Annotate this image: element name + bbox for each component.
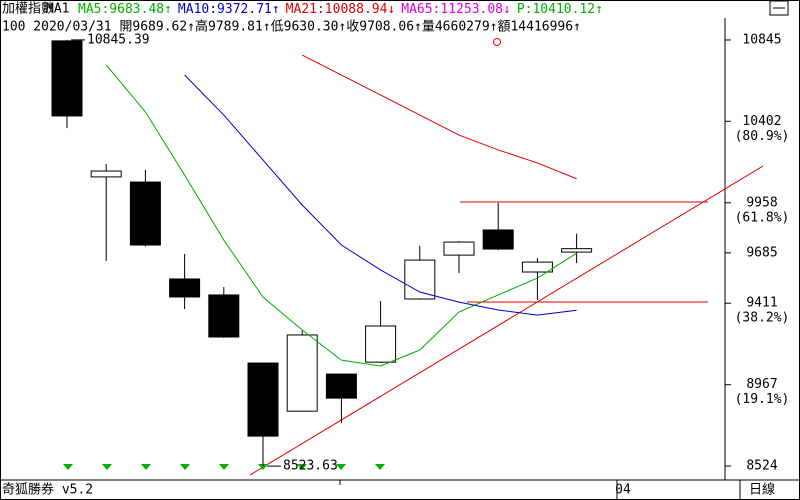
ma-line [105, 64, 577, 367]
footer-left: 奇狐勝券 v5.2 [2, 482, 93, 498]
fib-label: (19.1%) [735, 392, 790, 407]
legend-entry: P:10410.12↑ [517, 2, 603, 17]
candle-body [521, 261, 553, 273]
candle-body [482, 229, 514, 250]
y-tick-label: 9958 [746, 195, 777, 210]
period[interactable]: 日線 [749, 482, 775, 498]
candle-body [443, 241, 475, 256]
chart-title: 加權指數 [2, 2, 54, 17]
y-tick-label: 9411 [746, 296, 777, 311]
ma-line [301, 54, 577, 180]
candle-body [325, 373, 357, 399]
candle-body [129, 181, 161, 246]
candle-body [169, 278, 201, 298]
candle-body [286, 334, 318, 412]
candle-body [51, 40, 83, 117]
signal-markers [63, 464, 385, 470]
y-tick-label: 10845 [742, 32, 781, 47]
ma-line [184, 74, 577, 316]
legend-entry: MA21:10088.94↓ [286, 2, 396, 17]
x-label: 04 [615, 483, 631, 498]
fib-label: (38.2%) [735, 311, 790, 326]
fib-label: (80.9%) [735, 129, 790, 144]
candle-body [247, 362, 279, 437]
y-tick-label: 8524 [746, 459, 777, 474]
legend-entry: MA65:11253.08↓ [401, 2, 511, 17]
fib-label: (61.8%) [735, 210, 790, 225]
quote-line: 100 2020/03/31 開9689.62↑高9789.81↑低9630.3… [2, 19, 581, 35]
candle-body [90, 170, 122, 178]
low-label: 8523.63 [283, 459, 338, 474]
candle-body [365, 325, 397, 363]
y-tick-label: 10402 [742, 114, 781, 129]
trend-line [249, 165, 764, 476]
legend-entry: MA10:9372.71↑ [178, 2, 280, 17]
y-tick-label: 9685 [746, 245, 777, 260]
legend: MA5:9683.48↑ MA10:9372.71↑ MA21:10088.94↓ M… [78, 2, 603, 17]
y-tick-label: 8967 [746, 377, 777, 392]
candle-body [208, 294, 240, 338]
legend-entry: MA5:9683.48↑ [78, 2, 172, 17]
high-label: 10845.39 [87, 32, 150, 47]
indicator-set: MA1 [46, 2, 69, 17]
signal-circle [493, 38, 501, 46]
candle-body [404, 259, 436, 300]
candle-body [561, 248, 593, 253]
